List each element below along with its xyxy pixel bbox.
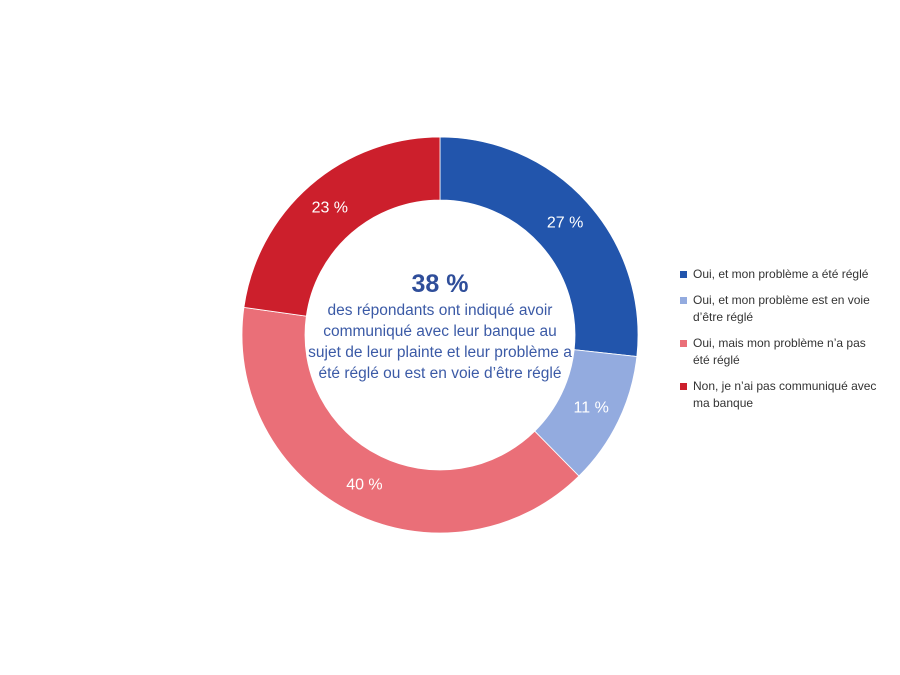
- legend-item: Oui, et mon problème est en voie d’être …: [680, 292, 880, 326]
- data-label-regle: 27 %: [547, 214, 583, 231]
- legend-item: Oui, mais mon problème n’a pas été réglé: [680, 335, 880, 369]
- legend-label: Oui, et mon problème est en voie d’être …: [693, 293, 870, 324]
- donut-slices: [241, 136, 639, 534]
- center-caption: des répondants ont indiqué avoir communi…: [308, 302, 572, 382]
- legend-swatch: [680, 340, 687, 347]
- donut-slice-pas-communique: [243, 136, 441, 317]
- legend-swatch: [680, 297, 687, 304]
- legend-swatch: [680, 271, 687, 278]
- data-label-en-voie: 11 %: [574, 400, 609, 417]
- donut-slice-non-regle: [241, 306, 580, 534]
- legend-item: Non, je n’ai pas communiqué avec ma banq…: [680, 378, 880, 412]
- center-value: 38 %: [411, 270, 469, 298]
- donut-slice-regle: [439, 136, 639, 357]
- donut-center-annotation: 38 % des répondants ont indiqué avoir co…: [300, 268, 580, 384]
- chart-legend: Oui, et mon problème a été réglé Oui, et…: [680, 266, 880, 421]
- legend-label: Oui, mais mon problème n’a pas été réglé: [693, 336, 866, 367]
- legend-label: Non, je n’ai pas communiqué avec ma banq…: [693, 379, 877, 410]
- donut-data-labels: 27 % 11 % 40 % 23 %: [312, 200, 609, 494]
- legend-item: Oui, et mon problème a été réglé: [680, 266, 880, 283]
- data-label-non-regle: 40 %: [346, 477, 382, 494]
- legend-swatch: [680, 383, 687, 390]
- data-label-pas-communique: 23 %: [312, 200, 348, 217]
- legend-label: Oui, et mon problème a été réglé: [693, 267, 869, 281]
